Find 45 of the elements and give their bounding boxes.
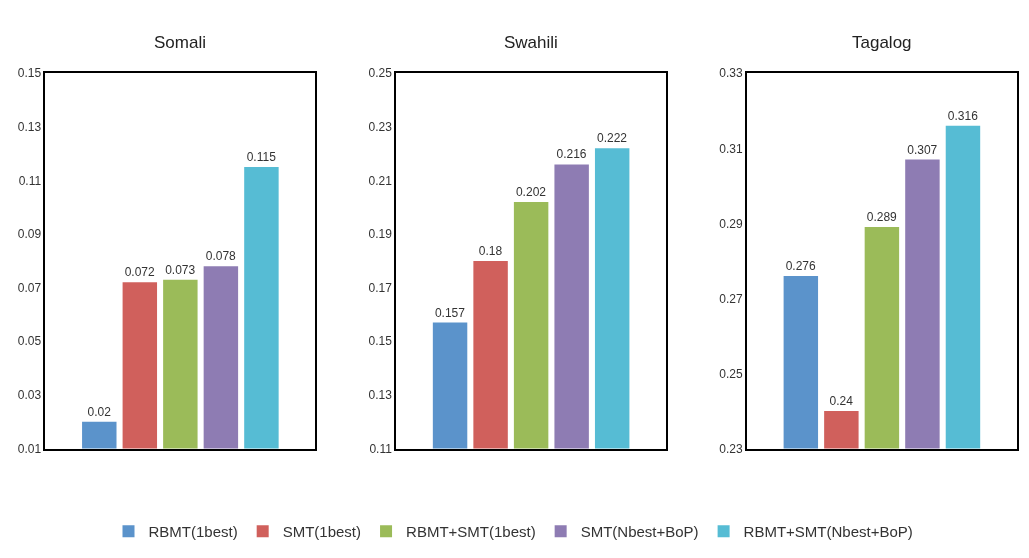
y-tick-label: 0.27 <box>719 291 743 306</box>
y-tick-label: 0.03 <box>17 388 42 403</box>
legend-label: RBMT+SMT(Nbest+BoP) <box>743 523 913 541</box>
data-label: 0.073 <box>165 262 196 277</box>
data-label: 0.222 <box>597 131 628 146</box>
y-tick-label: 0.29 <box>719 216 743 231</box>
y-tick-label: 0.23 <box>719 441 743 456</box>
y-tick-label: 0.07 <box>17 280 42 295</box>
data-label: 0.115 <box>246 150 277 165</box>
data-label: 0.276 <box>785 258 817 273</box>
chart-title: Tagalog <box>852 33 912 52</box>
y-tick-label: 0.19 <box>368 227 393 242</box>
data-label: 0.18 <box>478 243 503 258</box>
data-label: 0.216 <box>556 147 587 162</box>
y-tick-label: 0.17 <box>368 280 393 295</box>
y-tick-label: 0.21 <box>368 173 393 188</box>
y-tick-label: 0.13 <box>368 388 393 403</box>
data-label: 0.316 <box>947 108 979 123</box>
y-tick-label: 0.23 <box>368 120 393 135</box>
data-label: 0.24 <box>829 393 854 408</box>
y-tick-label: 0.33 <box>719 66 743 81</box>
data-label: 0.02 <box>87 404 112 419</box>
y-tick-label: 0.05 <box>17 334 42 349</box>
y-tick-label: 0.11 <box>18 173 42 188</box>
y-tick-label: 0.01 <box>17 441 42 456</box>
data-label: 0.307 <box>907 142 938 157</box>
y-tick-label: 0.09 <box>17 227 42 242</box>
data-label: 0.157 <box>434 305 466 320</box>
y-tick-label: 0.25 <box>719 366 743 381</box>
data-label: 0.202 <box>515 184 547 199</box>
y-tick-label: 0.15 <box>368 334 393 349</box>
legend-label: RBMT(1best) <box>148 523 238 541</box>
data-label: 0.072 <box>124 265 155 280</box>
legend-label: SMT(1best) <box>282 523 362 541</box>
legend-label: SMT(Nbest+BoP) <box>580 523 699 541</box>
y-tick-label: 0.25 <box>368 66 393 81</box>
legend-label: RBMT+SMT(1best) <box>406 523 536 541</box>
chart-title: Swahili <box>504 33 558 52</box>
y-tick-label: 0.11 <box>369 441 393 456</box>
y-tick-label: 0.13 <box>17 120 42 135</box>
data-label: 0.289 <box>866 210 898 225</box>
y-tick-label: 0.31 <box>719 141 743 156</box>
chart-title: Somali <box>154 33 206 52</box>
data-label: 0.078 <box>205 249 237 264</box>
y-tick-label: 0.15 <box>17 66 42 81</box>
